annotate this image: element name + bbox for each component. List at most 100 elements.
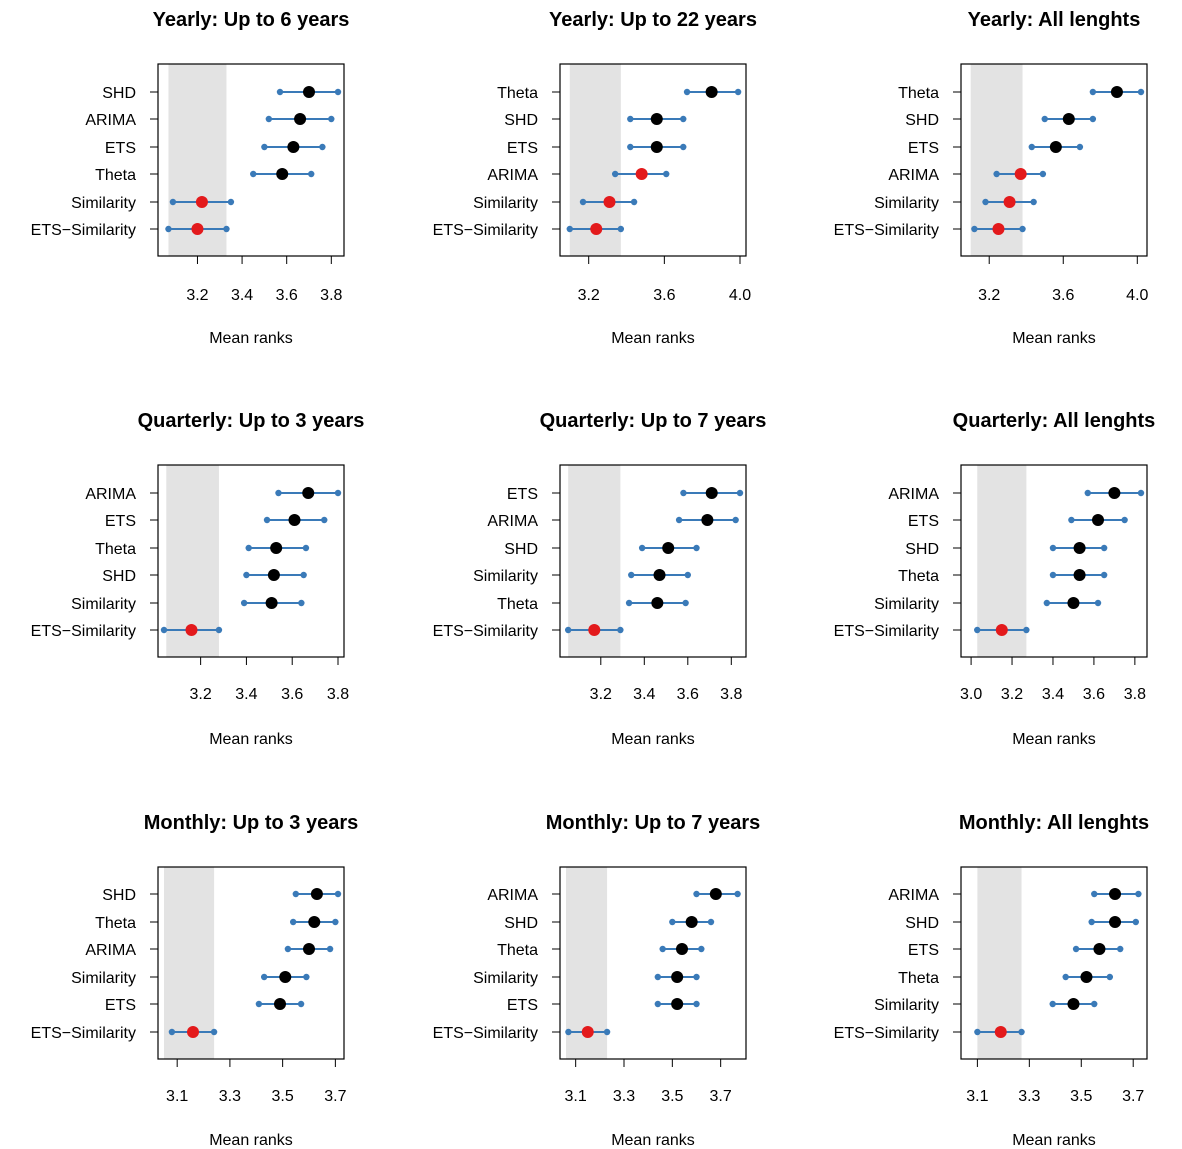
mean-point <box>1062 113 1075 125</box>
mean-point <box>701 514 714 526</box>
interval-low-point <box>1041 115 1048 123</box>
interval-high-point <box>1018 1028 1025 1036</box>
data-row: ETS−Similarity <box>433 1025 611 1042</box>
panel-title: Monthly: Up to 7 years <box>546 812 760 834</box>
category-label: ARIMA <box>888 167 939 184</box>
category-label: ETS <box>507 997 538 1014</box>
mean-point <box>651 597 664 609</box>
data-row: Similarity <box>71 596 305 613</box>
x-tick-label: 3.2 <box>578 287 600 304</box>
data-row: SHD <box>102 887 342 904</box>
interval-high-point <box>332 918 339 926</box>
interval-low-point <box>628 571 635 579</box>
x-tick-label: 3.7 <box>710 1088 732 1105</box>
mean-point <box>1067 597 1080 609</box>
mean-point <box>650 141 663 153</box>
data-row: Theta <box>898 568 1108 585</box>
interval-low-point <box>168 1028 176 1036</box>
interval-low-point <box>1049 1000 1056 1008</box>
interval-high-point <box>1100 544 1108 552</box>
x-tick-label: 3.8 <box>320 287 342 304</box>
interval-high-point <box>302 544 310 552</box>
mean-point <box>676 943 688 955</box>
interval-high-point <box>603 1028 611 1036</box>
interval-high-point <box>1076 143 1084 151</box>
interval-high-point <box>1091 1000 1098 1008</box>
data-row: ETS <box>507 140 687 157</box>
interval-low-point <box>1091 890 1098 898</box>
x-tick-label: 3.7 <box>1122 1088 1144 1105</box>
category-label: ARIMA <box>487 513 538 530</box>
data-row: Similarity <box>473 970 700 987</box>
interval-high-point <box>334 489 342 497</box>
interval-low-point <box>669 918 676 926</box>
data-row: ETS−Similarity <box>834 1025 1025 1042</box>
data-row: ETS−Similarity <box>834 222 1026 239</box>
data-row: SHD <box>905 112 1097 129</box>
panel-title: Monthly: All lenghts <box>959 812 1149 834</box>
category-label: ARIMA <box>85 112 136 129</box>
data-row: ETS <box>105 513 328 530</box>
category-label: ARIMA <box>85 486 136 503</box>
x-tick-label: 3.6 <box>276 287 298 304</box>
x-tick-label: 3.1 <box>966 1088 988 1105</box>
data-row: ARIMA <box>85 486 342 503</box>
x-axis-title: Mean ranks <box>1012 731 1096 748</box>
interval-low-point <box>566 225 573 233</box>
interval-low-point <box>260 973 268 981</box>
x-axis-title: Mean ranks <box>1012 1132 1096 1149</box>
x-tick-label: 3.1 <box>166 1088 188 1105</box>
interval-low-point <box>627 115 634 123</box>
x-tick-label: 3.5 <box>661 1088 683 1105</box>
mean-point <box>276 168 289 180</box>
mean-point <box>303 943 315 955</box>
interval-low-point <box>654 1000 662 1008</box>
panel-title: Yearly: Up to 22 years <box>549 9 757 31</box>
x-tick-label: 3.2 <box>190 686 212 703</box>
category-label: ARIMA <box>487 887 538 904</box>
plot-frame <box>559 464 747 658</box>
mean-point <box>603 196 616 208</box>
interval-low-point <box>1049 544 1057 552</box>
data-row: SHD <box>504 915 715 932</box>
mean-point <box>265 597 278 609</box>
significance-shade <box>164 867 215 1059</box>
interval-high-point <box>682 599 689 607</box>
data-row: ARIMA <box>487 167 670 184</box>
category-label: Similarity <box>473 970 538 987</box>
interval-low-point <box>1043 599 1051 607</box>
mean-point <box>685 916 698 928</box>
category-label: Similarity <box>874 997 939 1014</box>
interval-low-point <box>625 599 633 607</box>
mean-point <box>274 998 286 1010</box>
mean-point <box>709 888 722 900</box>
x-tick-label: 3.4 <box>231 287 253 304</box>
interval-low-point <box>263 516 271 524</box>
interval-high-point <box>1106 973 1114 981</box>
category-label: ETS <box>908 942 939 959</box>
x-tick-label: 3.6 <box>677 686 699 703</box>
mean-point <box>279 971 292 983</box>
data-row: Theta <box>898 970 1114 987</box>
interval-low-point <box>654 973 662 981</box>
data-row: ARIMA <box>487 513 739 530</box>
interval-high-point <box>684 571 691 579</box>
chart-panel: Quarterly: All lenghts ARIMA ETS SHD Theta Si… <box>834 410 1156 748</box>
data-row: Theta <box>95 167 315 184</box>
mean-point <box>1109 888 1122 900</box>
interval-high-point <box>1039 170 1047 178</box>
mean-point <box>1080 971 1093 983</box>
data-row: ETS <box>507 997 700 1014</box>
interval-low-point <box>579 198 587 206</box>
category-label: Theta <box>497 596 538 613</box>
x-axis-title: Mean ranks <box>611 731 695 748</box>
plot-frame <box>157 464 345 658</box>
x-axis-title: Mean ranks <box>611 1132 695 1149</box>
plot-frame <box>559 63 747 257</box>
interval-low-point <box>974 626 981 634</box>
interval-high-point <box>334 890 342 898</box>
data-row: ETS <box>908 140 1084 157</box>
interval-low-point <box>693 890 700 898</box>
mean-point <box>581 1026 594 1038</box>
mean-point <box>992 223 1005 235</box>
